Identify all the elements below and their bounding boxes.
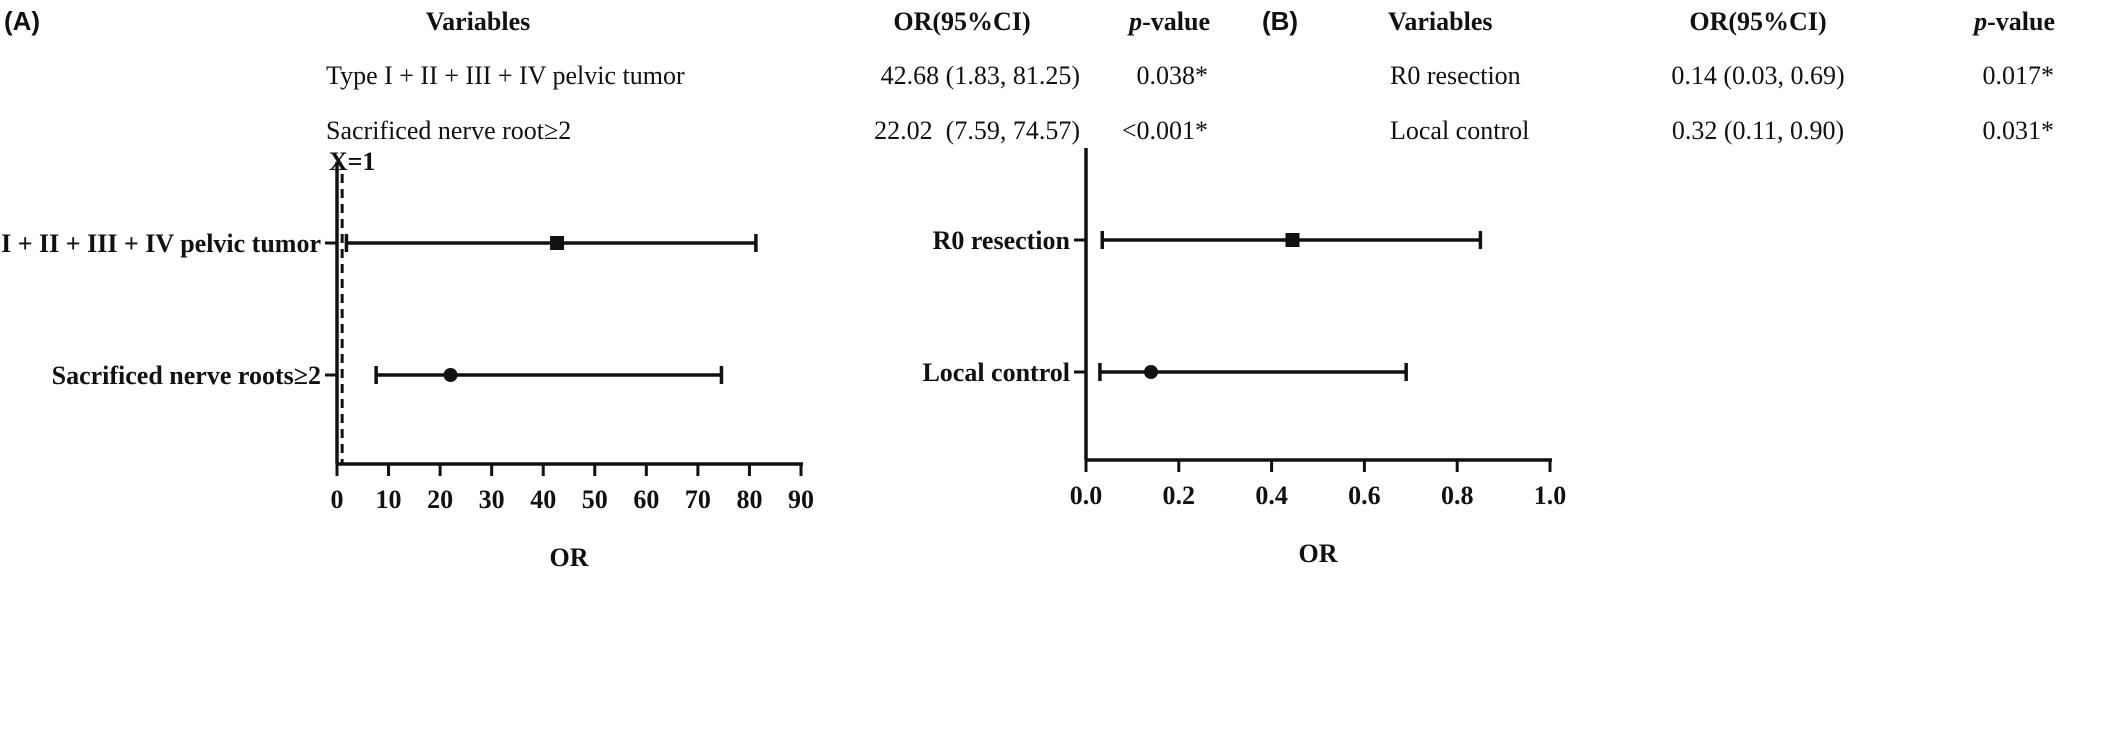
panel-b-label: (B): [1262, 6, 1298, 36]
panel-a-reference-label: X=1: [329, 147, 376, 176]
panel-b: (B) Variables OR(95%CI) p-value R0 resec…: [922, 6, 2055, 568]
panel-b-x-tick-label: 0.4: [1255, 481, 1288, 510]
panel-a-row-1-p: 0.038*: [1137, 61, 1209, 90]
panel-b-x-tick-label: 0.8: [1441, 481, 1474, 510]
panel-b-row-2-p: 0.031*: [1983, 116, 2055, 145]
panel-b-header-or: OR(95%CI): [1689, 7, 1826, 36]
panel-b-plot: 0.0 0.2 0.4 0.6 0.8 1.0 R0 resection Local con…: [922, 148, 1566, 568]
panel-a-x-tick-label: 30: [479, 485, 505, 514]
panel-b-header-p-italic: p: [1972, 7, 1987, 36]
panel-a-x-tick-label: 90: [788, 485, 814, 514]
panel-a-x-tick-label: 50: [582, 485, 608, 514]
panel-a-table: Variables OR(95%CI) p-value Type I + II …: [326, 7, 1210, 145]
panel-a-row-2-or: 22.02 (7.59, 74.57): [874, 116, 1080, 145]
panel-a-point-circle: [443, 368, 458, 382]
panel-a-x-tick-label: 60: [633, 485, 659, 514]
panel-b-x-tick-label: 0.2: [1163, 481, 1196, 510]
panel-a-row-2-p: <0.001*: [1122, 116, 1208, 145]
panel-a-x-label: OR: [550, 543, 589, 572]
panel-a-header-pvalue: p-value: [1127, 7, 1210, 36]
panel-b-row-1-variable: R0 resection: [1390, 61, 1521, 90]
panel-a-header-or: OR(95%CI): [893, 7, 1030, 36]
panel-b-x-tick-label: 1.0: [1534, 481, 1567, 510]
panel-a: (A) Variables OR(95%CI) p-value Type I +…: [0, 6, 1210, 572]
panel-b-point-circle: [1143, 365, 1158, 379]
panel-b-points: R0 resection Local control: [922, 226, 1483, 387]
panel-b-category-label: Local control: [922, 358, 1070, 387]
panel-a-point-square: [550, 236, 565, 250]
panel-a-x-tick-label: 70: [685, 485, 711, 514]
panel-b-row-1-or: 0.14 (0.03, 0.69): [1671, 61, 1844, 90]
panel-b-x-tick-label: 0.0: [1070, 481, 1103, 510]
panel-b-x-tick-label: 0.6: [1348, 481, 1381, 510]
panel-b-row-1-p: 0.017*: [1983, 61, 2055, 90]
panel-a-x-tick-label: 20: [427, 485, 453, 514]
panel-b-header-variables: Variables: [1388, 7, 1493, 36]
panel-a-header-variables: Variables: [426, 7, 531, 36]
panel-b-x-ticks: 0.0 0.2 0.4 0.6 0.8 1.0: [1070, 460, 1567, 510]
panel-b-category-label: R0 resection: [933, 226, 1071, 255]
panel-a-points: Type I + II + III + IV pelvic tumor Sacri…: [0, 229, 758, 390]
panel-a-header-p-italic: p: [1127, 7, 1142, 36]
panel-a-x-ticks: 0 10 20 30 40 50 60 70 80 90: [331, 464, 814, 514]
panel-b-row-2-or: 0.32 (0.11, 0.90): [1672, 116, 1844, 145]
panel-a-x-tick-label: 10: [376, 485, 402, 514]
panel-a-category-label: Type I + II + III + IV pelvic tumor: [0, 229, 321, 258]
panel-a-plot: X=1 0 10 20 30 40 50 60 70 80 90 Type I + II + II…: [0, 147, 814, 572]
panel-b-point-square: [1285, 233, 1300, 247]
panel-a-x-tick-label: 0: [331, 485, 344, 514]
panel-b-row-2-variable: Local control: [1390, 116, 1529, 145]
panel-a-x-tick-label: 40: [530, 485, 556, 514]
panel-a-header-p-rest: -value: [1142, 7, 1210, 36]
panel-a-row-2-variable: Sacrificed nerve root≥2: [326, 116, 571, 145]
panel-a-label: (A): [4, 6, 40, 36]
panel-a-row-1-variable: Type I + II + III + IV pelvic tumor: [326, 61, 685, 90]
panel-b-x-label: OR: [1299, 539, 1338, 568]
panel-a-row-1-or: 42.68 (1.83, 81.25): [881, 61, 1080, 90]
panel-a-category-label: Sacrificed nerve roots≥2: [52, 361, 321, 390]
panel-b-header-p-rest: -value: [1987, 7, 2055, 36]
panel-b-table: Variables OR(95%CI) p-value R0 resection…: [1388, 7, 2055, 145]
panel-a-x-tick-label: 80: [736, 485, 762, 514]
panel-b-header-pvalue: p-value: [1972, 7, 2055, 36]
